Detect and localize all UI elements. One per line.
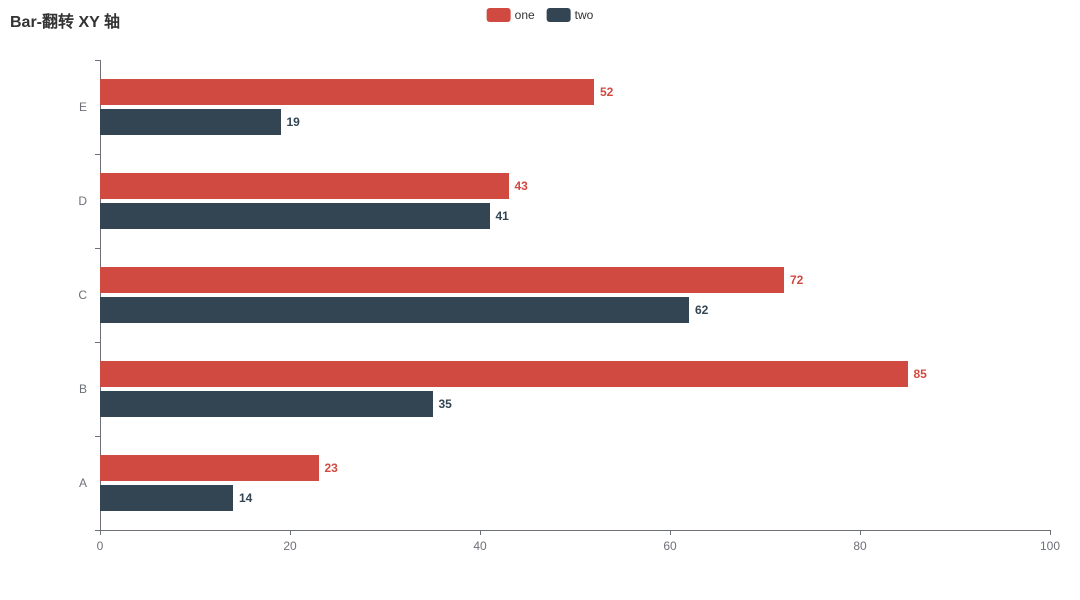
- x-tick: [1050, 530, 1051, 535]
- x-tick: [860, 530, 861, 535]
- x-tick: [480, 530, 481, 535]
- legend-label-two: two: [575, 8, 594, 22]
- y-tick: [95, 342, 100, 343]
- legend-label-one: one: [515, 8, 535, 22]
- bar-two-C[interactable]: [100, 297, 689, 323]
- y-tick-label: B: [79, 382, 87, 396]
- y-tick-label: D: [78, 194, 87, 208]
- bar-two-D[interactable]: [100, 203, 490, 229]
- x-axis-line: [100, 530, 1050, 531]
- bar-two-E[interactable]: [100, 109, 281, 135]
- bar-two-B[interactable]: [100, 391, 433, 417]
- bar-value-label: 35: [439, 397, 452, 411]
- legend: one two: [487, 8, 594, 22]
- y-tick: [95, 248, 100, 249]
- x-tick-label: 60: [663, 539, 676, 553]
- bar-one-D[interactable]: [100, 173, 509, 199]
- bar-value-label: 19: [287, 115, 300, 129]
- x-tick-label: 20: [283, 539, 296, 553]
- x-tick-label: 100: [1040, 539, 1060, 553]
- bar-one-C[interactable]: [100, 267, 784, 293]
- legend-item-one[interactable]: one: [487, 8, 535, 22]
- x-tick-label: 40: [473, 539, 486, 553]
- y-tick-label: A: [79, 476, 87, 490]
- bar-value-label: 72: [790, 273, 803, 287]
- bar-one-A[interactable]: [100, 455, 319, 481]
- bar-value-label: 85: [914, 367, 927, 381]
- y-tick: [95, 436, 100, 437]
- bar-one-E[interactable]: [100, 79, 594, 105]
- legend-marker-two: [547, 8, 571, 22]
- x-tick: [670, 530, 671, 535]
- chart-title: Bar-翻转 XY 轴: [10, 8, 120, 32]
- y-tick-label: C: [78, 288, 87, 302]
- bar-value-label: 14: [239, 491, 252, 505]
- y-tick: [95, 154, 100, 155]
- x-tick-label: 0: [97, 539, 104, 553]
- y-tick: [95, 530, 100, 531]
- bar-value-label: 23: [325, 461, 338, 475]
- bar-value-label: 52: [600, 85, 613, 99]
- chart-container: Bar-翻转 XY 轴 one two 0 20 40 60 80 100 A 23 14 B 85 3…: [0, 0, 1080, 600]
- bar-one-B[interactable]: [100, 361, 908, 387]
- y-tick: [95, 60, 100, 61]
- bar-value-label: 62: [695, 303, 708, 317]
- bar-two-A[interactable]: [100, 485, 233, 511]
- x-tick-label: 80: [853, 539, 866, 553]
- bar-value-label: 41: [496, 209, 509, 223]
- y-tick-label: E: [79, 100, 87, 114]
- plot-area: 020406080100A2314B8535C7262D4341E5219: [100, 60, 1050, 530]
- legend-item-two[interactable]: two: [547, 8, 594, 22]
- legend-marker-one: [487, 8, 511, 22]
- x-tick: [100, 530, 101, 535]
- bar-value-label: 43: [515, 179, 528, 193]
- x-tick: [290, 530, 291, 535]
